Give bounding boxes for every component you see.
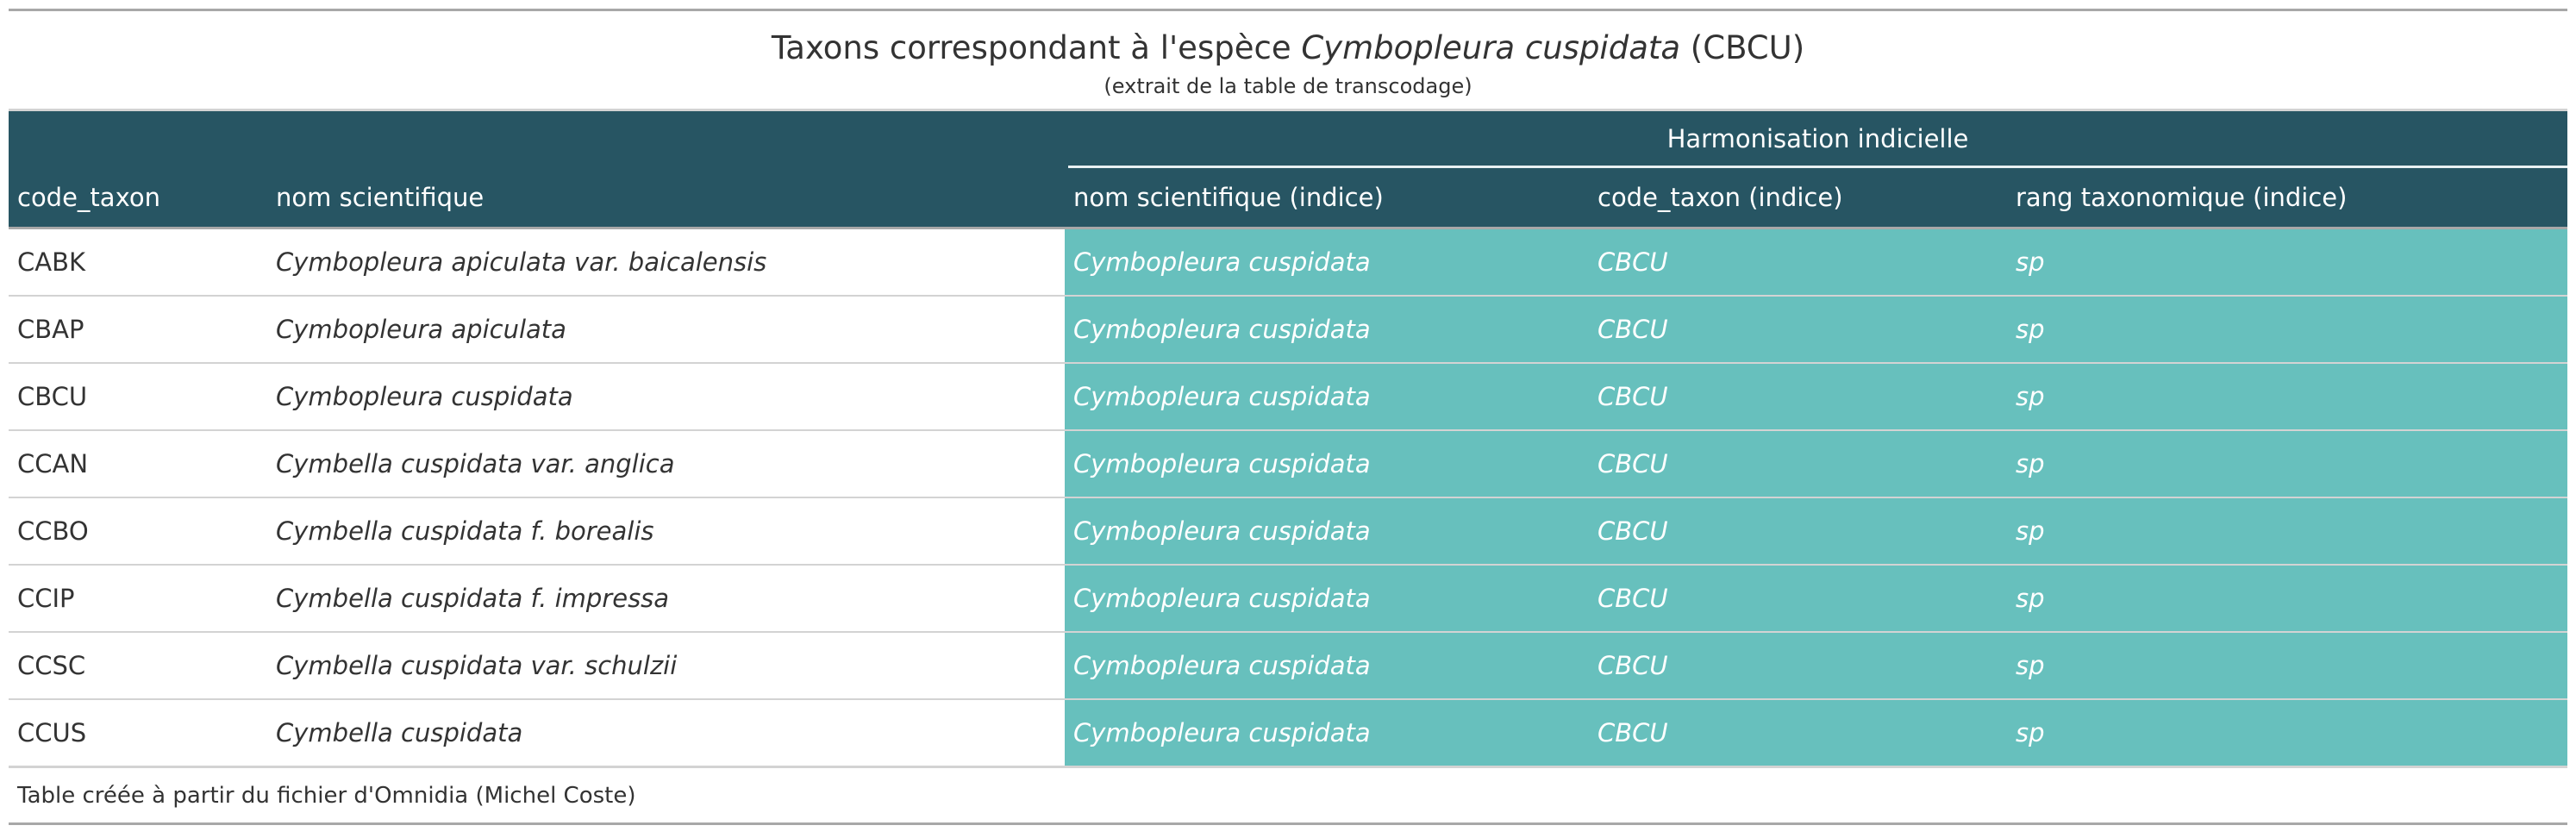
cell-code-taxon: CCBO bbox=[9, 497, 267, 566]
cell-code-taxon: CABK bbox=[9, 228, 267, 297]
source-note: Table créée à partir du fichier d'Omnidi… bbox=[17, 783, 636, 809]
cell-rang-taxonomique-indice: sp bbox=[2007, 565, 2568, 633]
cell-rang-taxonomique-indice: sp bbox=[2007, 497, 2568, 566]
cell-code-taxon: CBCU bbox=[9, 363, 267, 431]
table-row: CCAN Cymbella cuspidata var. anglica Cym… bbox=[9, 430, 2568, 498]
cell-nom-scientifique: Cymbopleura apiculata bbox=[267, 296, 1065, 364]
cell-nom-scientifique: Cymbella cuspidata f. borealis bbox=[267, 497, 1065, 566]
column-header-row: code_taxon nom scientifique nom scientif… bbox=[9, 168, 2568, 229]
table-body: CABK Cymbopleura apiculata var. baicalen… bbox=[9, 228, 2568, 768]
spanner-label: Harmonisation indicielle bbox=[1068, 112, 2568, 168]
bottom-rule bbox=[9, 822, 2567, 825]
cell-code-taxon: CCUS bbox=[9, 699, 267, 768]
table-row: CCSC Cymbella cuspidata var. schulzii Cy… bbox=[9, 632, 2568, 700]
cell-rang-taxonomique-indice: sp bbox=[2007, 632, 2568, 700]
spanner-empty bbox=[9, 111, 1065, 168]
table-container: Taxons correspondant à l'espèce Cymbople… bbox=[9, 9, 2568, 825]
cell-nom-scientifique: Cymbella cuspidata bbox=[267, 699, 1065, 768]
top-rule bbox=[9, 9, 2567, 11]
transcoding-table: Harmonisation indicielle code_taxon nom … bbox=[9, 111, 2568, 768]
column-header-nom-scientifique: nom scientifique bbox=[267, 168, 1065, 229]
title-suffix: (CBCU) bbox=[1680, 29, 1805, 66]
table-row: CCUS Cymbella cuspidata Cymbopleura cusp… bbox=[9, 699, 2568, 768]
cell-code-taxon: CCSC bbox=[9, 632, 267, 700]
cell-nom-scientifique-indice: Cymbopleura cuspidata bbox=[1065, 430, 1589, 498]
title-species: Cymbopleura cuspidata bbox=[1301, 29, 1681, 66]
cell-rang-taxonomique-indice: sp bbox=[2007, 430, 2568, 498]
cell-rang-taxonomique-indice: sp bbox=[2007, 296, 2568, 364]
cell-code-taxon-indice: CBCU bbox=[1589, 363, 2007, 431]
cell-nom-scientifique: Cymbella cuspidata f. impressa bbox=[267, 565, 1065, 633]
column-header-code-taxon-indice: code_taxon (indice) bbox=[1589, 168, 2007, 229]
cell-code-taxon: CBAP bbox=[9, 296, 267, 364]
table-row: CBAP Cymbopleura apiculata Cymbopleura c… bbox=[9, 296, 2568, 364]
cell-rang-taxonomique-indice: sp bbox=[2007, 363, 2568, 431]
cell-nom-scientifique-indice: Cymbopleura cuspidata bbox=[1065, 565, 1589, 633]
spanner-harmonisation: Harmonisation indicielle bbox=[1065, 111, 2568, 168]
cell-nom-scientifique: Cymbopleura apiculata var. baicalensis bbox=[267, 228, 1065, 297]
cell-code-taxon-indice: CBCU bbox=[1589, 228, 2007, 297]
cell-nom-scientifique-indice: Cymbopleura cuspidata bbox=[1065, 699, 1589, 768]
column-header-nom-scientifique-indice: nom scientifique (indice) bbox=[1065, 168, 1589, 229]
cell-nom-scientifique-indice: Cymbopleura cuspidata bbox=[1065, 228, 1589, 297]
cell-code-taxon-indice: CBCU bbox=[1589, 565, 2007, 633]
cell-code-taxon-indice: CBCU bbox=[1589, 296, 2007, 364]
cell-code-taxon: CCAN bbox=[9, 430, 267, 498]
spanner-row: Harmonisation indicielle bbox=[9, 111, 2568, 168]
title-separator bbox=[9, 109, 2567, 111]
table-title: Taxons correspondant à l'espèce Cymbople… bbox=[9, 27, 2567, 70]
table-row: CBCU Cymbopleura cuspidata Cymbopleura c… bbox=[9, 363, 2568, 431]
cell-nom-scientifique-indice: Cymbopleura cuspidata bbox=[1065, 296, 1589, 364]
table-row: CABK Cymbopleura apiculata var. baicalen… bbox=[9, 228, 2568, 297]
table-row: CCBO Cymbella cuspidata f. borealis Cymb… bbox=[9, 497, 2568, 566]
cell-nom-scientifique: Cymbopleura cuspidata bbox=[267, 363, 1065, 431]
table-subtitle: (extrait de la table de transcodage) bbox=[1104, 74, 1472, 98]
cell-nom-scientifique-indice: Cymbopleura cuspidata bbox=[1065, 497, 1589, 566]
cell-code-taxon-indice: CBCU bbox=[1589, 497, 2007, 566]
column-header-code-taxon: code_taxon bbox=[9, 168, 267, 229]
cell-code-taxon-indice: CBCU bbox=[1589, 632, 2007, 700]
cell-nom-scientifique-indice: Cymbopleura cuspidata bbox=[1065, 363, 1589, 431]
cell-nom-scientifique-indice: Cymbopleura cuspidata bbox=[1065, 632, 1589, 700]
cell-code-taxon-indice: CBCU bbox=[1589, 430, 2007, 498]
cell-code-taxon: CCIP bbox=[9, 565, 267, 633]
column-header-rang-taxonomique-indice: rang taxonomique (indice) bbox=[2007, 168, 2568, 229]
title-prefix: Taxons correspondant à l'espèce bbox=[771, 29, 1302, 66]
cell-rang-taxonomique-indice: sp bbox=[2007, 228, 2568, 297]
cell-nom-scientifique: Cymbella cuspidata var. schulzii bbox=[267, 632, 1065, 700]
cell-nom-scientifique: Cymbella cuspidata var. anglica bbox=[267, 430, 1065, 498]
cell-code-taxon-indice: CBCU bbox=[1589, 699, 2007, 768]
table-row: CCIP Cymbella cuspidata f. impressa Cymb… bbox=[9, 565, 2568, 633]
cell-rang-taxonomique-indice: sp bbox=[2007, 699, 2568, 768]
